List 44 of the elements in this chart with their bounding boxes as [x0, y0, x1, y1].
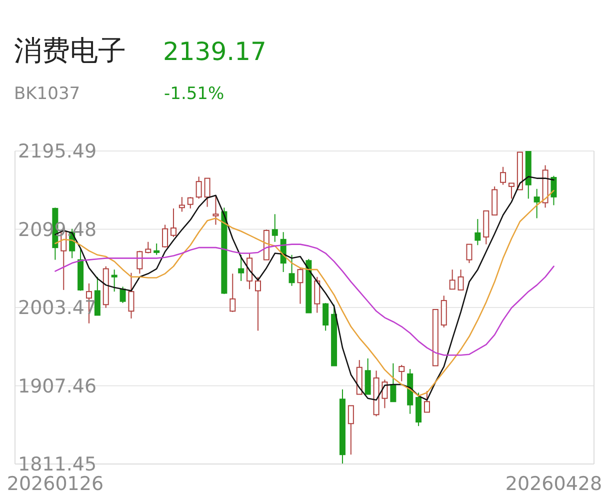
candlestick [288, 254, 295, 286]
candlestick [254, 276, 261, 332]
candlestick [474, 218, 481, 246]
candlestick [154, 242, 160, 256]
candlestick [466, 244, 472, 264]
candlestick [550, 175, 557, 206]
candlestick [246, 252, 253, 290]
candlestick [348, 405, 354, 456]
candlestick [187, 196, 194, 209]
candlestick [314, 276, 320, 314]
candlestick [458, 269, 464, 290]
candlestick [128, 272, 134, 319]
x-tick-label: 20260428 [505, 473, 602, 495]
chart-subtitle: BK1037 [14, 83, 80, 105]
y-tick-label: 2195.49 [18, 140, 97, 163]
chart-title: 消费电子 [14, 33, 126, 69]
candlestick [297, 267, 304, 304]
y-tick-label: 1811.45 [18, 454, 97, 476]
text: 2139.17 [163, 36, 266, 68]
candlestick [178, 196, 185, 212]
candlestick [364, 358, 371, 395]
candlestick [390, 362, 396, 402]
candlestick [272, 214, 278, 242]
candlestick [162, 224, 168, 248]
text: -1.51% [164, 83, 224, 105]
y-tick-label: 1907.46 [18, 375, 97, 398]
candlestick [212, 194, 219, 226]
candlestick [111, 269, 118, 292]
candlestick [508, 182, 514, 200]
candlestick [322, 302, 329, 332]
candlestick [534, 188, 540, 219]
x-tick-label: 20260126 [6, 473, 104, 495]
candlestick [398, 364, 405, 382]
candlestick [120, 286, 126, 304]
candlestick [170, 208, 176, 238]
candlestick [196, 176, 202, 200]
candlestick [500, 166, 506, 186]
candlestick [382, 379, 388, 409]
candlestick [230, 273, 236, 312]
candlestick [204, 178, 210, 208]
candlestick [145, 241, 152, 254]
candlestick [238, 254, 244, 282]
candlestick [449, 269, 456, 290]
candlestick [424, 390, 430, 413]
